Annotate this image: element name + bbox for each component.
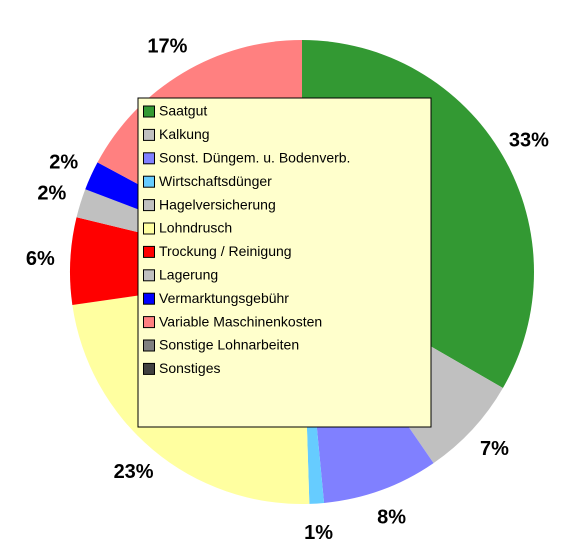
data-label: 1%	[304, 522, 333, 544]
legend-box	[137, 97, 432, 428]
legend-swatch	[143, 175, 155, 188]
legend-label: Kalkung	[159, 126, 210, 142]
data-label: 6%	[26, 248, 55, 270]
legend-label: Lohndrusch	[159, 220, 232, 236]
legend-swatch	[143, 339, 155, 352]
legend-label: Sonstige Lohnarbeiten	[159, 337, 299, 353]
legend-label: Saatgut	[159, 103, 207, 119]
legend-label: Variable Maschinenkosten	[159, 313, 322, 329]
legend-swatch	[143, 245, 155, 258]
data-label: 2%	[37, 182, 66, 204]
legend-swatch	[143, 128, 155, 141]
legend-label: Wirtschaftsdünger	[159, 173, 272, 189]
data-label: 23%	[114, 461, 154, 483]
legend-swatch	[143, 222, 155, 235]
legend-swatch	[143, 292, 155, 305]
data-label: 17%	[147, 35, 187, 57]
legend-label: Sonstiges	[159, 360, 220, 376]
legend-label: Lagerung	[159, 267, 218, 283]
legend-label: Sonst. Düngem. u. Bodenverb.	[159, 150, 350, 166]
legend-swatch	[143, 152, 155, 165]
legend-swatch	[143, 362, 155, 375]
data-label: 8%	[377, 506, 406, 528]
legend-swatch	[143, 199, 155, 212]
data-label: 33%	[509, 129, 549, 151]
legend-label: Vermarktungsgebühr	[159, 290, 289, 306]
data-label: 2%	[49, 151, 78, 173]
legend-label: Trockung / Reinigung	[159, 243, 292, 259]
data-label: 7%	[480, 438, 509, 460]
legend-swatch	[143, 316, 155, 329]
legend-swatch	[143, 269, 155, 282]
legend-label: Hagelversicherung	[159, 196, 276, 212]
legend-swatch	[143, 105, 155, 118]
